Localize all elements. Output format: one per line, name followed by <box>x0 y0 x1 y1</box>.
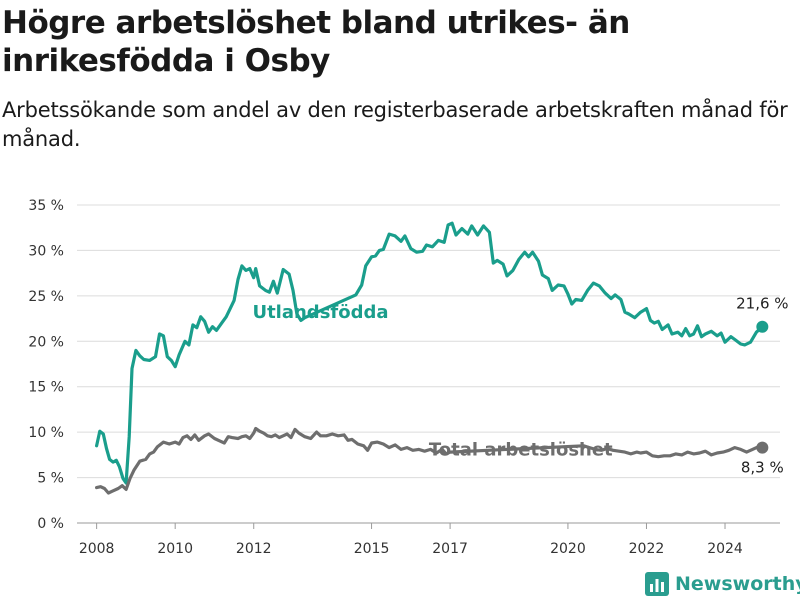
y-tick-label: 25 % <box>28 289 64 305</box>
gridlines <box>77 204 780 524</box>
y-tick-label: 30 % <box>28 243 64 259</box>
newsworthy-brand[interactable]: Newsworthy <box>645 570 800 598</box>
x-tick-label: 2010 <box>157 541 193 557</box>
brand-name: Newsworthy <box>675 573 800 595</box>
x-tick-label: 2024 <box>707 541 743 557</box>
bar-chart-logo-icon <box>645 572 669 596</box>
y-axis: 0 % 5 % 10 % 15 % 20 % 25 % 30 % 35 % <box>28 198 64 532</box>
series-lines <box>95 221 769 495</box>
y-tick-label: 20 % <box>28 334 64 350</box>
end-label-utlandsf-dda: 21,6 % <box>736 295 788 313</box>
end-point-utlandsf-dda <box>756 320 769 333</box>
y-tick-label: 5 % <box>37 471 64 487</box>
y-tick-label: 15 % <box>28 380 64 396</box>
x-tick-label: 2020 <box>550 541 586 557</box>
series-name-total-arbetsl-shet: Total arbetslöshet <box>429 439 613 460</box>
x-tick-label: 2008 <box>79 541 115 557</box>
chart-subtitle: Arbetssökande som andel av den registerb… <box>2 98 788 151</box>
end-label-total-arbetsl-shet: 8,3 % <box>741 459 784 477</box>
series-line-total-arbetsl-shet <box>95 426 764 495</box>
series-name-utlandsf-dda: Utlandsfödda <box>252 302 388 323</box>
y-tick-label: 0 % <box>37 516 64 532</box>
x-tick-label: 2022 <box>629 541 665 557</box>
end-point-total-arbetsl-shet <box>756 441 769 454</box>
x-tick-label: 2012 <box>236 541 272 557</box>
x-axis: 2008 2010 2012 2015 2017 2020 2022 2024 <box>79 523 743 557</box>
series-labels: 21,6 % Utlandsfödda 8,3 % Total arbetslöshe… <box>252 295 788 477</box>
x-tick-label: 2017 <box>432 541 468 557</box>
x-tick-label: 2015 <box>354 541 390 557</box>
y-tick-label: 10 % <box>28 425 64 441</box>
chart-title: Högre arbetslöshet bland utrikes- än inr… <box>2 5 630 79</box>
series-line-utlandsf-dda <box>95 221 764 485</box>
y-tick-label: 35 % <box>28 198 64 214</box>
